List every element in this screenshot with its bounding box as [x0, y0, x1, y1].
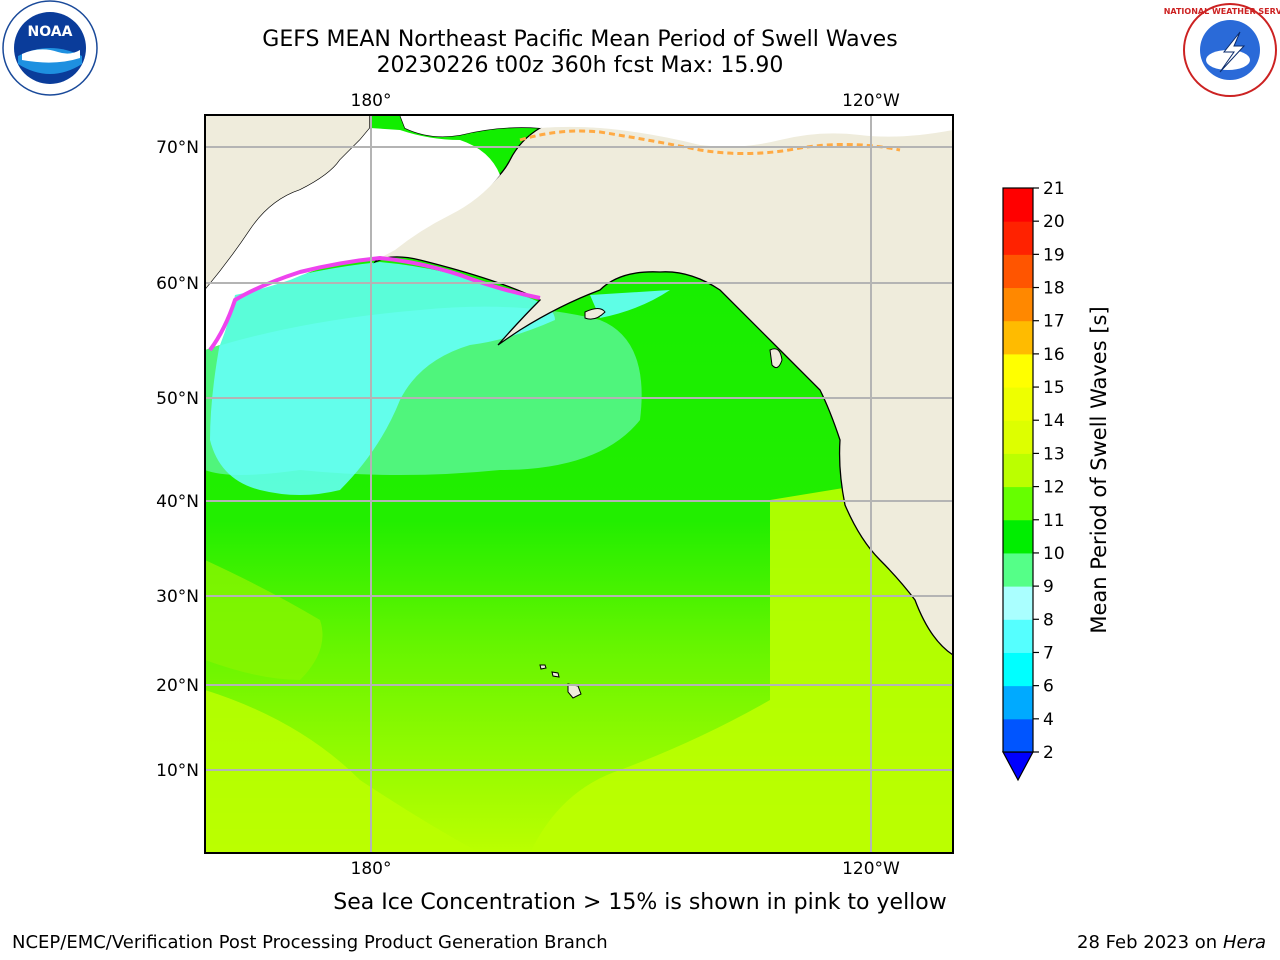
ocean-midgreen-region	[205, 560, 323, 680]
noaa-logo-text: NOAA	[28, 24, 73, 40]
arctic-ice	[370, 115, 953, 147]
footer-date: 28 Feb 2023 on Hera	[1077, 932, 1266, 953]
colorbar-label: Mean Period of Swell Waves [s]	[1087, 306, 1111, 633]
colorbar-tick-label: 15	[1043, 378, 1065, 398]
colorbar-cell	[1003, 387, 1033, 421]
colorbar-frame	[1002, 187, 1034, 753]
map-frame	[204, 114, 954, 854]
lat-label: 50°N	[156, 389, 199, 409]
lon-label-bottom: 180°	[351, 859, 392, 879]
nws-logo-lightning-icon	[1219, 31, 1246, 73]
ocean-yellowgreen-region-east	[530, 470, 953, 853]
colorbar-tick-label: 16	[1043, 345, 1065, 365]
footer-organization: NCEP/EMC/Verification Post Processing Pr…	[12, 932, 608, 953]
lat-label: 10°N	[156, 761, 199, 781]
colorbar-tick-label: 18	[1043, 279, 1065, 299]
latitude-labels: 70°N 60°N 50°N 40°N 30°N 20°N 10°N	[156, 138, 199, 781]
colorbar-ticks: 2 4 6 7 8 9 10 11 12 13 14 15 16 17 18 19 20 21	[1033, 179, 1065, 763]
colorbar-tick-label: 12	[1043, 478, 1065, 498]
nws-logo-text: NATIONAL WEATHER SERVICE	[1164, 7, 1280, 16]
colorbar-tick-label: 20	[1043, 212, 1065, 232]
colorbar-tick-label: 2	[1043, 743, 1054, 763]
sea-ice-edge	[208, 255, 541, 352]
noaa-logo: NOAA	[2, 0, 98, 96]
map-gridlines	[205, 115, 953, 853]
lon-label-bottom: 120°W	[842, 859, 900, 879]
noaa-logo-gull	[22, 49, 80, 63]
ocean-cyan-gulf-region	[590, 290, 670, 318]
chart-title-line1: GEFS MEAN Northeast Pacific Mean Period …	[262, 27, 898, 52]
colorbar-cell	[1003, 619, 1033, 653]
colorbar-cell	[1003, 221, 1033, 255]
colorbar-cells	[1003, 188, 1033, 753]
bering-ice-region	[205, 128, 500, 350]
ocean-cyan-region	[210, 262, 555, 495]
colorbar-cell	[1003, 453, 1033, 488]
colorbar-tick-label: 10	[1043, 544, 1065, 564]
colorbar-cell	[1003, 320, 1033, 355]
colorbar-tick-label: 9	[1043, 577, 1054, 597]
colorbar-tick-label: 17	[1043, 312, 1065, 332]
colorbar-tick-label: 14	[1043, 411, 1065, 431]
lat-label: 30°N	[156, 587, 199, 607]
colorbar: 2 4 6 7 8 9 10 11 12 13 14 15 16 17 18 19 20 21 Mean Peri…	[1001, 179, 1111, 782]
chart-title-line2: 20230226 t00z 360h fcst Max: 15.90	[376, 53, 784, 78]
colorbar-cell	[1003, 353, 1033, 388]
lon-label-top: 120°W	[842, 91, 900, 111]
colorbar-cell	[1003, 287, 1033, 322]
colorbar-cell	[1003, 685, 1033, 720]
colorbar-tick-label: 19	[1043, 245, 1065, 265]
colorbar-tick-label: 13	[1043, 444, 1065, 464]
colorbar-tick-label: 8	[1043, 610, 1054, 630]
nws-logo: NATIONAL WEATHER SERVICE	[1164, 3, 1280, 97]
colorbar-cell	[1003, 652, 1033, 687]
haida-gwaii-island	[769, 348, 783, 369]
colorbar-tick-label: 7	[1043, 643, 1054, 663]
colorbar-cell	[1003, 486, 1033, 521]
lat-label: 20°N	[156, 676, 199, 696]
colorbar-cell	[1003, 519, 1033, 554]
lon-label-top: 180°	[351, 91, 392, 111]
colorbar-cell	[1003, 254, 1033, 289]
colorbar-tick-label: 11	[1043, 511, 1065, 531]
colorbar-cell	[1003, 586, 1033, 620]
lat-label: 40°N	[156, 492, 199, 512]
colorbar-cell	[1003, 188, 1033, 222]
colorbar-extend-arrow	[1001, 751, 1035, 782]
footer-host: Hera	[1222, 932, 1266, 953]
lat-label: 60°N	[156, 274, 199, 294]
colorbar-cell	[1003, 420, 1033, 454]
kodiak-island	[584, 308, 606, 320]
arctic-ice-edge	[519, 129, 901, 156]
colorbar-cell	[1003, 718, 1033, 753]
footer-date-text: 28 Feb 2023 on	[1077, 932, 1218, 953]
ocean-yellowgreen-region-west	[205, 690, 480, 853]
map-area	[205, 115, 953, 853]
lat-label: 70°N	[156, 138, 199, 158]
colorbar-cell	[1003, 552, 1033, 587]
colorbar-tick-label: 6	[1043, 677, 1054, 697]
colorbar-tick-label: 4	[1043, 710, 1054, 730]
sea-ice-note: Sea Ice Concentration > 15% is shown in …	[333, 890, 947, 915]
longitude-labels: 180° 120°W 180° 120°W	[351, 91, 901, 879]
colorbar-tick-label: 21	[1043, 179, 1065, 199]
